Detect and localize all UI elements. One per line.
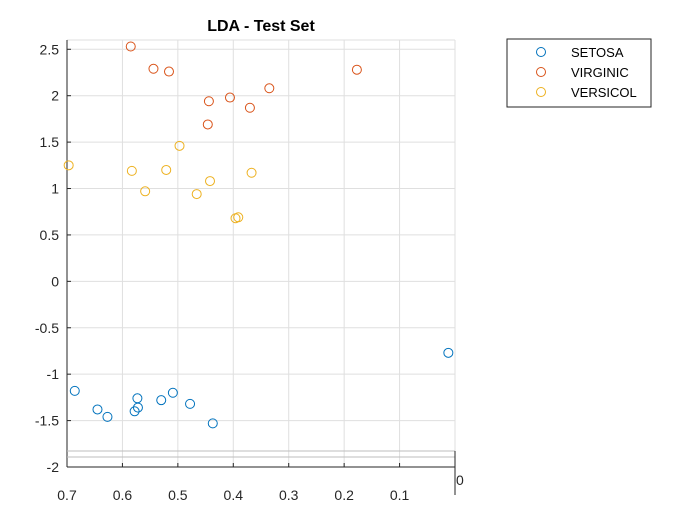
y-tick-label: 0.5 [40,227,60,243]
x-tick-label: 0.5 [168,487,188,503]
point-setosa [443,347,454,358]
point-virginic [351,64,362,75]
point-virginic [125,41,136,52]
point-setosa [156,395,167,406]
y-tick-label: -1 [47,366,60,382]
grid-lines [66,40,455,468]
point-virginic [244,102,255,113]
point-versicol [205,176,216,187]
point-setosa [132,402,143,413]
y-tick-label: 1 [51,181,59,197]
legend-label-versicol: VERSICOL [571,85,637,100]
legend-label-virginic: VIRGINIC [571,65,629,80]
x-tick-label: 0.6 [113,487,133,503]
y-tick-label: -2 [47,459,60,475]
y-tick-label: 2 [51,88,59,104]
point-setosa [129,406,140,417]
y-tick-label: 2.5 [40,41,60,57]
x-tick-labels: 0.7 0.6 0.5 0.4 0.3 0.2 0.1 [57,487,409,503]
x-tick-label: 0.3 [279,487,299,503]
legend-marker-setosa [536,47,546,57]
legend-marker-virginic [536,67,546,77]
point-virginic [163,66,174,77]
point-versicol [161,164,172,175]
y-tick-label: 0 [51,273,59,289]
y-tick-labels: -2 -1.5 -1 -0.5 0 0.5 1 1.5 2 2.5 [35,41,59,475]
y-tick-label: 1.5 [40,134,60,150]
point-versicol [246,167,257,178]
point-versicol [174,140,185,151]
point-setosa [69,385,80,396]
point-virginic [264,83,275,94]
point-versicol [140,186,151,197]
x-tick-label: 0.4 [224,487,244,503]
axes: 0 [66,39,464,495]
point-setosa [102,411,113,422]
x-tick-label: 0.7 [57,487,77,503]
x-tick-label: 0.2 [334,487,354,503]
point-setosa [92,404,103,415]
point-virginic [224,92,235,103]
point-versicol [233,212,244,223]
y-tick-label: -1.5 [35,413,59,429]
point-setosa [167,387,178,398]
point-virginic [203,96,214,107]
point-versicol [191,189,202,200]
point-virginic [148,63,159,74]
legend-marker-versicol [536,87,546,97]
x-tick-label: 0.1 [390,487,410,503]
point-virginic [202,119,213,130]
plot-area [67,40,455,467]
point-versicol [126,165,137,176]
chart-title: LDA - Test Set [207,18,315,35]
corner-label: 0 [456,472,464,488]
point-setosa [185,398,196,409]
y-tick-label: -0.5 [35,320,59,336]
legend: SETOSA VIRGINIC VERSICOL [506,38,652,108]
legend-label-setosa: SETOSA [571,45,624,60]
point-versicol [63,160,74,171]
legend-box [506,38,652,108]
point-setosa [207,418,218,429]
data-points [63,41,454,429]
